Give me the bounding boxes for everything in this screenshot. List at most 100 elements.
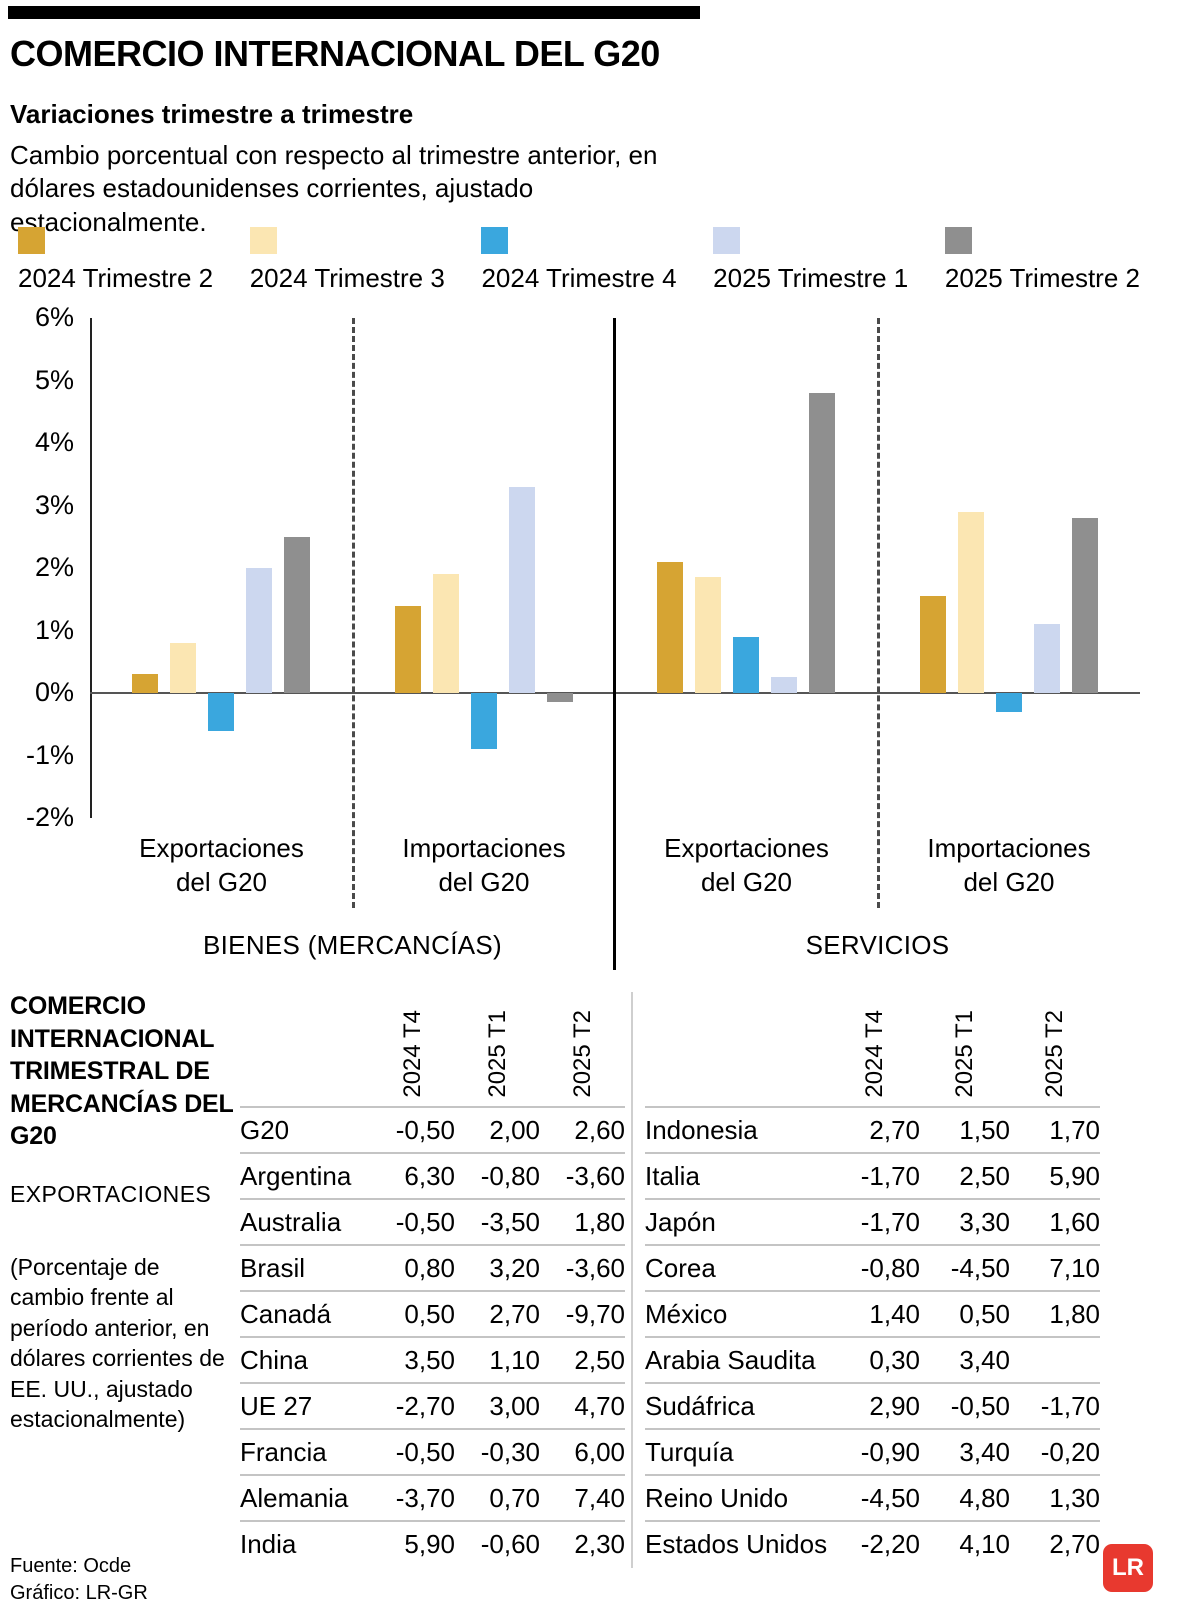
table-header-right: 2024 T4 2025 T1 2025 T2	[645, 988, 1100, 1106]
country-name: Alemania	[240, 1482, 349, 1513]
value-cell: -0,50	[395, 1114, 455, 1145]
legend-color-swatch	[481, 227, 509, 254]
value-cell: 3,30	[959, 1206, 1010, 1237]
country-name: Canadá	[240, 1298, 332, 1329]
bar	[1033, 624, 1060, 693]
value-cell: -0,30	[480, 1436, 540, 1467]
table-row: México 1,40 0,50 1,80	[645, 1290, 1100, 1336]
section-label: BIENES (MERCANCÍAS)	[203, 930, 502, 960]
section-label: SERVICIOS	[805, 930, 950, 960]
bar	[919, 596, 946, 693]
value-cell: -0,20	[1040, 1436, 1100, 1467]
bar	[1071, 518, 1098, 693]
country-name: Turquía	[645, 1436, 734, 1467]
bar	[208, 693, 235, 731]
country-name: Australia	[240, 1206, 342, 1237]
group-label: Importaciones del G20	[402, 833, 566, 897]
legend-label: 2024 Trimestre 4	[481, 263, 677, 293]
table-title: COMERCIO INTERNACIONAL TRIMESTRAL DE MER…	[10, 992, 234, 1150]
column-header-label: 2025 T1	[483, 1010, 511, 1098]
value-cell: 2,00	[489, 1114, 540, 1145]
y-axis-label: 1%	[34, 614, 74, 645]
page-subtitle: Variaciones trimestre a trimestre	[10, 99, 414, 129]
value-cell: 5,90	[404, 1528, 455, 1559]
legend-color-swatch	[249, 227, 277, 254]
value-cell: 3,00	[489, 1390, 540, 1421]
value-cell: 1,70	[1049, 1114, 1100, 1145]
bar	[995, 693, 1022, 712]
table-row: India 5,90 -0,60 2,30	[240, 1520, 625, 1566]
legend-item: 2024 Trimestre 3	[249, 227, 445, 294]
table-info-block: COMERCIO INTERNACIONAL TRIMESTRAL DE MER…	[10, 990, 240, 1435]
value-cell: 5,90	[1049, 1160, 1100, 1191]
legend: 2024 Trimestre 2 2024 Trimestre 3 2024 Tri…	[18, 227, 1140, 294]
bar	[508, 486, 535, 693]
column-header: 2025 T2	[540, 1010, 625, 1106]
legend-color-swatch	[944, 227, 972, 254]
value-cell: -0,80	[480, 1160, 540, 1191]
country-name: Arabia Saudita	[645, 1344, 816, 1375]
y-axis-label: 6%	[34, 302, 74, 332]
country-name: India	[240, 1528, 297, 1559]
table-row: Reino Unido -4,50 4,80 1,30	[645, 1474, 1100, 1520]
table-body-left: G20 -0,50 2,00 2,60 Argentina 6,30 -0,80 -3,60 A…	[240, 1106, 625, 1566]
y-axis-label: 3%	[34, 489, 74, 520]
table-row: Italia -1,70 2,50 5,90	[645, 1152, 1100, 1198]
value-cell: -9,70	[565, 1298, 625, 1329]
value-cell: 2,70	[1049, 1528, 1100, 1559]
value-cell: -0,80	[860, 1252, 920, 1283]
value-cell: 7,10	[1049, 1252, 1100, 1283]
country-name: Estados Unidos	[645, 1528, 828, 1559]
value-cell: 4,80	[959, 1482, 1010, 1513]
column-header-label: 2024 T4	[861, 1010, 888, 1098]
value-cell: 4,70	[574, 1390, 625, 1421]
value-cell: -1,70	[1040, 1390, 1100, 1421]
group-separator-dashed	[877, 318, 880, 908]
table-body-right: Indonesia 2,70 1,50 1,70 Italia -1,70 2,50 5,90…	[645, 1106, 1100, 1566]
table-note: (Porcentaje de cambio frente al período …	[10, 1253, 225, 1433]
table-row: Brasil 0,80 3,20 -3,60	[240, 1244, 625, 1290]
value-cell: -4,50	[860, 1482, 920, 1513]
column-header: 2025 T1	[455, 1010, 540, 1106]
value-cell: 6,30	[404, 1160, 455, 1191]
legend-color-swatch	[18, 227, 45, 254]
exports-table-left: 2024 T4 2025 T1 2025 T2 G20 -0,50 2,00 2,60 Ar…	[240, 988, 625, 1566]
credit-text: Gráfico: LR-GR	[10, 1582, 148, 1604]
country-name: Argentina	[240, 1160, 352, 1191]
value-cell: 0,50	[959, 1298, 1010, 1329]
table-divider	[631, 992, 633, 1568]
value-cell: 2,50	[574, 1344, 625, 1375]
value-cell: 1,30	[1049, 1482, 1100, 1513]
country-name: Italia	[645, 1160, 700, 1191]
table-row: Corea -0,80 -4,50 7,10	[645, 1244, 1100, 1290]
value-cell: 2,70	[489, 1298, 540, 1329]
country-name: China	[240, 1344, 308, 1375]
country-name: México	[645, 1298, 728, 1329]
section-divider	[613, 318, 616, 970]
page-title: COMERCIO INTERNACIONAL DEL G20	[10, 33, 660, 74]
table-row: China 3,50 1,10 2,50	[240, 1336, 625, 1382]
legend-label: 2025 Trimestre 1	[713, 263, 909, 293]
bar	[170, 643, 197, 693]
value-cell: 4,10	[959, 1528, 1010, 1559]
bar-chart: 6% 5% 4% 3% 2% 1% 0% -1% -2% Exportaciones del G2…	[0, 302, 1200, 970]
value-cell: 2,50	[959, 1160, 1010, 1191]
table-row: Alemania -3,70 0,70 7,40	[240, 1474, 625, 1520]
column-header: 2024 T4	[830, 1010, 920, 1106]
group-label: Exportaciones del G20	[139, 833, 304, 897]
value-cell: -3,50	[480, 1206, 540, 1237]
y-axis-line	[90, 318, 92, 818]
country-name: Reino Unido	[645, 1482, 789, 1513]
country-name: Brasil	[240, 1252, 306, 1283]
bar	[394, 605, 421, 693]
bar	[432, 574, 459, 693]
value-cell: -1,70	[860, 1160, 920, 1191]
country-name: UE 27	[240, 1390, 313, 1421]
value-cell: 0,70	[489, 1482, 540, 1513]
top-rule	[8, 6, 700, 19]
y-axis-label: 5%	[34, 364, 74, 395]
value-cell: 2,90	[869, 1390, 920, 1421]
value-cell: 6,00	[574, 1436, 625, 1467]
bar	[470, 693, 497, 750]
table-row: Argentina 6,30 -0,80 -3,60	[240, 1152, 625, 1198]
